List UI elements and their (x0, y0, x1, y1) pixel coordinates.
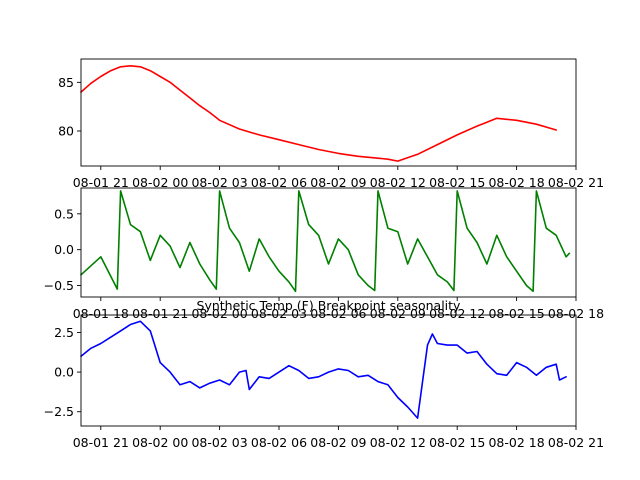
x-tick-label: 08-02 06 (310, 306, 366, 321)
x-tick-label: 08-02 12 (429, 306, 485, 321)
x-tick-label: 08-02 15 (429, 175, 485, 190)
subplot-title: Synthetic Temp (F) Breakpoint seasonalit… (197, 298, 462, 313)
x-tick-label: 08-02 18 (548, 306, 604, 321)
y-tick-label: 85 (58, 75, 74, 90)
x-tick-label: 08-02 03 (251, 306, 307, 321)
x-tick-label: 08-02 15 (488, 306, 544, 321)
subplot-bottom-breakpoint: Synthetic Temp (F) Breakpoint seasonalit… (44, 298, 604, 450)
x-tick-label: 08-02 12 (370, 175, 426, 190)
x-tick-label: 08-02 12 (370, 435, 426, 450)
y-tick-label: −0.5 (44, 278, 74, 293)
y-tick-label: 0.5 (54, 206, 74, 221)
y-tick-label: 2.5 (54, 325, 74, 340)
subplot-middle-seasonal: −0.5 0.0 0.5 08-01 18 08-01 21 08-02 00 08-02… (44, 187, 604, 321)
x-tick-label: 08-02 03 (191, 435, 247, 450)
x-tick-label: 08-01 21 (73, 175, 129, 190)
x-tick-label: 08-02 06 (251, 175, 307, 190)
x-tick-label: 08-02 00 (132, 435, 188, 450)
x-tick-label: 08-02 03 (191, 175, 247, 190)
series-line (80, 320, 567, 419)
y-tick-label: 80 (58, 123, 74, 138)
x-tick-label: 08-01 21 (132, 306, 188, 321)
x-tick-label: 08-02 15 (429, 435, 485, 450)
axes-frame (80, 58, 577, 167)
x-tick-label: 08-02 18 (488, 435, 544, 450)
x-tick-label: 08-02 09 (310, 175, 366, 190)
y-tick-label: 0.0 (54, 242, 74, 257)
x-ticks: 08-01 21 08-02 00 08-02 03 08-02 06 08-02 09… (73, 166, 604, 190)
x-tick-label: 08-02 21 (548, 435, 604, 450)
series-line (80, 65, 557, 162)
y-ticks: 80 85 (58, 75, 81, 138)
x-tick-label: 08-02 00 (132, 175, 188, 190)
x-tick-label: 08-02 00 (191, 306, 247, 321)
x-tick-label: 08-02 18 (488, 175, 544, 190)
x-tick-label: 08-01 21 (73, 435, 129, 450)
x-tick-label: 08-02 06 (251, 435, 307, 450)
y-ticks: −0.5 0.0 0.5 (44, 206, 81, 293)
x-ticks: 08-01 18 08-01 21 08-02 00 08-02 03 08-02 06… (73, 297, 604, 321)
x-tick-label: 08-02 21 (548, 175, 604, 190)
y-tick-label: 0.0 (54, 365, 74, 380)
series-line (80, 190, 571, 293)
x-tick-label: 08-01 18 (73, 306, 129, 321)
y-tick-label: −2.5 (44, 404, 74, 419)
x-tick-label: 08-02 09 (310, 435, 366, 450)
x-tick-label: 08-02 09 (370, 306, 426, 321)
axes-frame (80, 314, 577, 427)
y-ticks: −2.5 0.0 2.5 (44, 325, 81, 419)
x-ticks: 08-01 21 08-02 00 08-02 03 08-02 06 08-02 09… (73, 426, 604, 450)
axes-frame (80, 187, 577, 298)
